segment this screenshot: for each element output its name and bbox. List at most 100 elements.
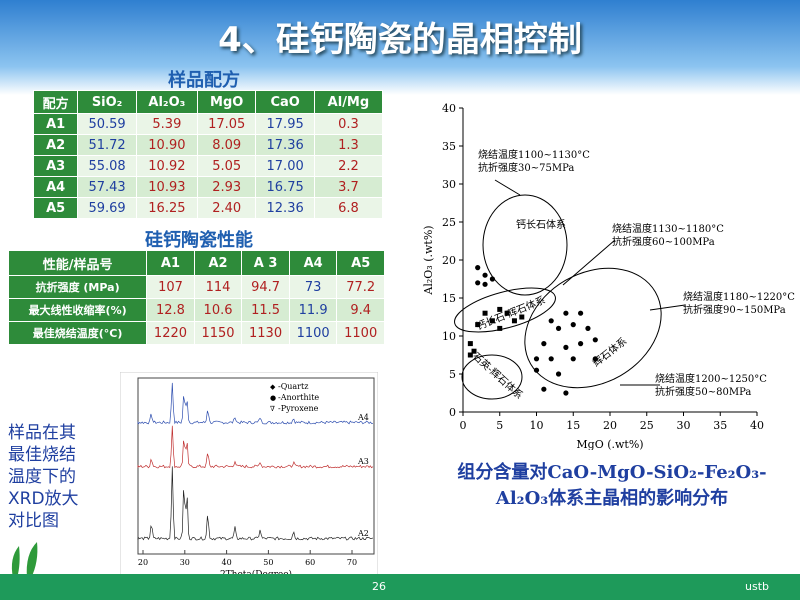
x-tick-label: 60: [305, 558, 315, 567]
cell: 5.05: [196, 155, 257, 177]
cell: 11.5: [241, 298, 290, 322]
header-cell: 配方: [32, 90, 79, 114]
x-axis-label: MgO (.wt%): [576, 438, 643, 450]
side-line: XRD放大: [8, 489, 79, 509]
annotation: 烧结温度1180~1220°C: [683, 290, 795, 303]
region-label: 石英-辉石体系: [470, 350, 526, 402]
side-line: 最佳烧结: [8, 445, 76, 465]
y-tick-label: 40: [442, 102, 456, 115]
xrd-trace: [137, 382, 373, 425]
row: A1 50.59 5.39 17.05 17.95 0.3: [32, 113, 384, 135]
y-tick-label: 25: [442, 216, 456, 229]
header-cell: 性能/样品号: [7, 250, 148, 276]
legend-label: -Pyroxene: [278, 404, 319, 413]
annotation: 抗折强度90~150MPa: [683, 303, 786, 316]
region-label: 钙长石体系: [516, 218, 566, 231]
point: [533, 356, 540, 362]
cell: 10.92: [135, 155, 198, 177]
cell: 12.36: [255, 197, 315, 219]
cell: 最大线性收缩率(%): [7, 298, 148, 322]
x-tick-label: 0: [460, 419, 467, 432]
point: [570, 356, 576, 362]
header-cell: Al₂O₃: [135, 90, 198, 114]
point: [563, 344, 569, 350]
row: A5 59.69 16.25 2.40 12.36 6.8: [32, 197, 384, 219]
legend-symbol: ∇: [270, 405, 275, 413]
cell: A1: [32, 113, 79, 135]
y-tick-label: 5: [449, 368, 456, 381]
cell: 73: [288, 275, 338, 299]
x-tick-label: 15: [566, 419, 580, 432]
page-number: 26: [372, 580, 386, 593]
point: [533, 367, 540, 373]
table-title: 样品配方: [168, 70, 240, 91]
cell: A5: [32, 197, 79, 219]
point: [497, 306, 503, 312]
cell: 2.93: [196, 176, 257, 198]
point: [504, 310, 510, 316]
legend-label: -Quartz: [278, 382, 308, 391]
annotation: 抗折强度50~80MPa: [655, 385, 751, 398]
header-cell: A1: [146, 250, 195, 276]
header-band: [0, 0, 800, 95]
caption: 组分含量对CaO-MgO-SiO₂-Fe₂O₃-Al₂O₃体系主晶相的影响分布: [457, 462, 767, 509]
x-tick-label: 20: [138, 558, 148, 567]
y-tick-label: 10: [442, 330, 456, 343]
cell: 10.6: [193, 298, 243, 322]
cell: 2.40: [196, 197, 257, 219]
formula-table: 配方 SiO₂ Al₂O₃ MgO CaO Al/Mg A1 50.59 5.39 17.05 17…: [32, 90, 384, 219]
cell: 50.59: [77, 113, 137, 135]
cell: 6.8: [313, 197, 384, 219]
header-row: 性能/样品号 A1 A2 A 3 A4 A5: [7, 250, 385, 276]
point: [482, 272, 488, 278]
point: [511, 318, 517, 324]
cell: A2: [32, 134, 79, 156]
point: [585, 325, 591, 331]
y-tick-label: 20: [442, 254, 456, 267]
point: [489, 318, 495, 324]
legend-symbol: ◆: [270, 383, 276, 391]
cell: 16.75: [255, 176, 315, 198]
xrd-trace: [137, 425, 374, 469]
slide-title: 4、硅钙陶瓷的晶相控制: [218, 20, 582, 60]
y-tick-label: 30: [442, 178, 456, 191]
row: A4 57.43 10.93 2.93 16.75 3.7: [32, 176, 384, 198]
y-tick-label: 35: [442, 140, 456, 153]
cell: 17.95: [255, 113, 315, 135]
annotation: 抗折强度60~100MPa: [612, 235, 715, 248]
point: [563, 390, 569, 396]
point: [467, 341, 473, 347]
cell: 10.93: [135, 176, 198, 198]
cell: 10.90: [135, 134, 198, 156]
cell: 1130: [241, 321, 290, 345]
annotation: 烧结温度1130~1180°C: [612, 222, 724, 235]
cell: 2.2: [313, 155, 384, 177]
header-cell: SiO₂: [77, 90, 137, 114]
legend-label: -Anorthite: [278, 393, 319, 402]
header-cell: A4: [288, 250, 338, 276]
cell: 77.2: [336, 275, 385, 299]
point: [471, 348, 477, 354]
phase-diagram: 0 5 10 15 20 25 30 35 40 0 5 10 15 20 25 30 35 40 MgO (.wt…: [422, 102, 795, 450]
table-title: 硅钙陶瓷性能: [145, 230, 253, 251]
cell: 17.36: [255, 134, 315, 156]
cell: 11.9: [288, 298, 338, 322]
logo: [11, 542, 38, 578]
xrd-figure: 2030405060702Theta(Degree)◆-Quartz●-Anor…: [120, 372, 378, 582]
x-tick-label: 70: [347, 558, 357, 567]
cell: 1100: [336, 321, 385, 345]
footer-band: 26 ustb: [0, 574, 800, 600]
cell: 最佳烧结温度(°C): [7, 321, 148, 345]
xrd-trace: [137, 466, 374, 541]
x-tick-label: 40: [750, 419, 764, 432]
x-tick-label: 20: [603, 419, 617, 432]
point: [555, 325, 562, 331]
cell: 51.72: [77, 134, 137, 156]
point: [541, 386, 547, 392]
row: A3 55.08 10.92 5.05 17.00 2.2: [32, 155, 384, 177]
cell: 114: [193, 275, 243, 299]
cell: A4: [32, 176, 79, 198]
x-tick-label: 5: [496, 419, 503, 432]
point: [563, 310, 569, 316]
cell: 55.08: [77, 155, 137, 177]
